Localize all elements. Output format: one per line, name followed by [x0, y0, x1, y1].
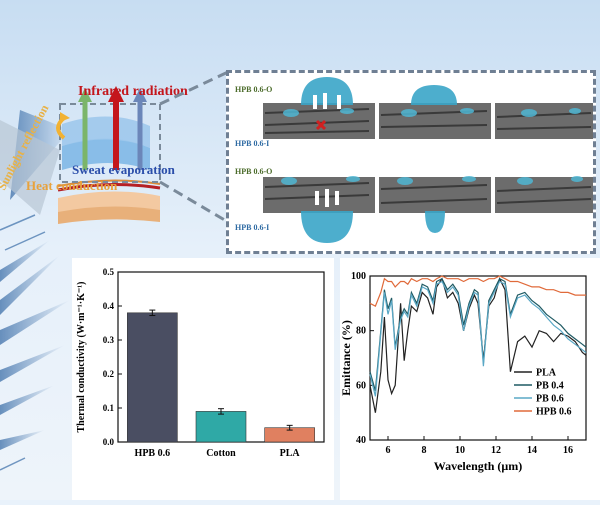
- line-x-tick-label: 14: [527, 445, 537, 456]
- bar-category-label: HPB 0.6: [135, 448, 171, 459]
- line-y-tick-label: 60: [356, 380, 366, 391]
- bar-y-axis-label: Thermal conductivity (W·m⁻¹·K⁻¹): [76, 282, 87, 433]
- textile-schematic: [56, 86, 161, 224]
- series-line-hpb-0-6: [369, 275, 586, 307]
- legend-label: PB 0.6: [536, 394, 564, 405]
- bar-hpb-0-6: [127, 312, 178, 443]
- line-x-tick-label: 8: [422, 445, 427, 456]
- thermal-conductivity-chart: 0.0 0.1 0.2 0.3 0.4 0.5 HPB 0.6 Cotton PLA Therma…: [72, 258, 334, 500]
- legend-label: HPB 0.6: [536, 407, 572, 418]
- bar-chart-svg: 0.0 0.1 0.2 0.3 0.4 0.5 HPB 0.6 Cotton PLA Therma…: [76, 267, 325, 459]
- line-x-tick-label: 16: [563, 445, 573, 456]
- heat-conduction-label: Heat conduction: [26, 178, 118, 193]
- micrograph-frames: [263, 77, 593, 243]
- line-y-tick-label: 40: [356, 435, 366, 446]
- line-y-axis-label: Emittance (%): [340, 320, 353, 396]
- bar-cotton: [195, 411, 247, 443]
- legend-label: PLA: [536, 368, 557, 379]
- line-chart-svg: 40 60 80 100 6 8 10 12 14 16 PLA PB 0.4 PB 0.6 HPB 0.…: [339, 271, 587, 473]
- bar-y-tick-label: 0.1: [103, 403, 115, 413]
- line-plot-frame: [369, 275, 587, 441]
- bottom-row-frames: [263, 176, 593, 243]
- line-x-tick-label: 10: [455, 445, 465, 456]
- line-y-tick-label: 80: [356, 326, 366, 337]
- label-bottom-inner: HPB 0.6-I: [235, 223, 270, 232]
- arrow-icons: [56, 86, 147, 170]
- legend-label: PB 0.4: [536, 381, 564, 392]
- series-line-pb-0-6: [369, 280, 587, 397]
- top-row-frames: [263, 77, 593, 139]
- emittance-chart: 40 60 80 100 6 8 10 12 14 16 PLA PB 0.4 PB 0.6 HPB 0.…: [339, 258, 600, 500]
- bar-category-label: PLA: [280, 448, 301, 459]
- bar-y-tick-label: 0.4: [103, 301, 115, 311]
- label-bottom-outer: HPB 0.6-O: [235, 167, 273, 176]
- label-top-outer: HPB 0.6-O: [235, 85, 273, 94]
- bar-y-tick-label: 0.0: [103, 437, 115, 447]
- bar-y-tick-label: 0.3: [103, 335, 115, 345]
- bar-category-label: Cotton: [206, 448, 236, 459]
- sweat-evaporation-label: Sweat evaporation: [72, 162, 175, 177]
- line-x-axis-label: Wavelength (μm): [434, 459, 522, 473]
- line-x-tick-label: 12: [491, 445, 501, 456]
- label-top-inner: HPB 0.6-I: [235, 139, 270, 148]
- bar-y-tick-label: 0.5: [103, 267, 115, 277]
- wetting-micrograph-panel: HPB 0.6-O HPB 0.6-I HPB 0.6-O HPB 0.6-I: [226, 70, 596, 254]
- line-x-tick-label: 6: [386, 445, 391, 456]
- infrared-radiation-label: Infrared radiation: [78, 84, 188, 99]
- line-y-tick-label: 100: [351, 271, 366, 282]
- bar-y-tick-label: 0.2: [103, 369, 115, 379]
